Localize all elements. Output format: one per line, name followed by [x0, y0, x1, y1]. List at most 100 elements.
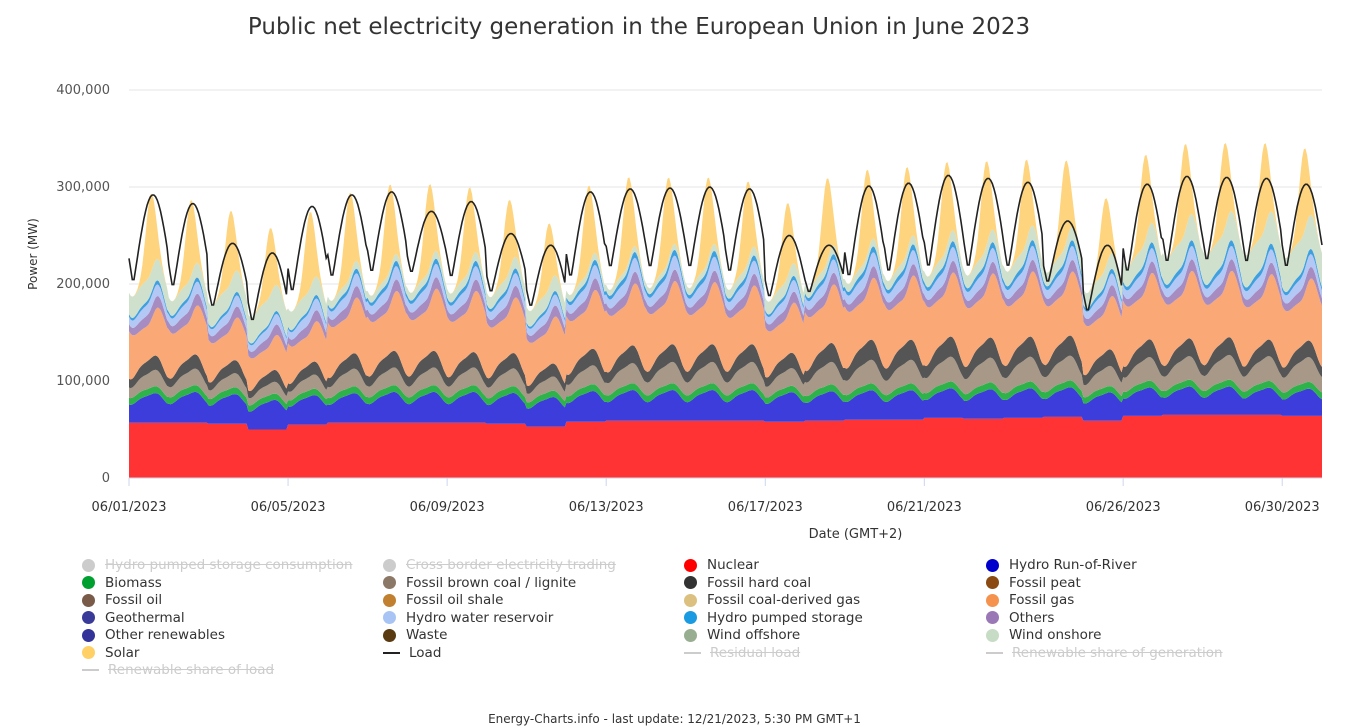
legend-dot-symbol [986, 611, 999, 624]
legend-dot-symbol [684, 593, 697, 607]
legend-line-symbol [684, 651, 701, 654]
y-tick-label: 0 [102, 471, 110, 486]
load-line [128, 174, 1323, 321]
x-tick-label: 06/13/2023 [569, 500, 644, 515]
legend-label: Geothermal [105, 609, 185, 626]
x-tick-label: 06/30/2023 [1245, 500, 1320, 515]
legend-label: Fossil oil shale [406, 592, 504, 608]
legend-item-wind-offshore[interactable]: Wind offshore [684, 626, 800, 644]
legend-item-other-renewables[interactable]: Other renewables [82, 626, 225, 644]
legend-item-geothermal[interactable]: Geothermal [82, 609, 185, 627]
legend-dot-symbol [684, 628, 697, 642]
legend-label: Renewable share of load [108, 662, 275, 678]
legend-label: Renewable share of generation [1012, 644, 1223, 661]
stacked-areas [129, 143, 1322, 478]
legend-item-wind-onshore[interactable]: Wind onshore [986, 626, 1101, 644]
legend-item-fossil-peat[interactable]: Fossil peat [986, 574, 1081, 592]
legend-item-fossil-brown-coal-lignite[interactable]: Fossil brown coal / lignite [383, 574, 576, 592]
chart-title: Public net electricity generation in the… [247, 14, 1031, 40]
legend-dot-symbol [383, 628, 396, 642]
y-tick-label: 100,000 [56, 374, 110, 389]
legend-label: Nuclear [707, 557, 759, 573]
legend-line-symbol [82, 669, 99, 671]
area-wind-onshore [129, 211, 1322, 344]
legend-item-renewable-share-of-generation[interactable]: Renewable share of generation [986, 644, 1223, 662]
y-tick-label: 200,000 [56, 277, 110, 292]
legend-dot-symbol [986, 576, 999, 589]
axes: 0 100,000 200,000 300,000 400,000 Power (MW) 0… [26, 83, 1322, 542]
legend-item-load[interactable]: Load [383, 644, 441, 662]
chart-plot: 0 100,000 200,000 300,000 400,000 Power (MW) 0… [26, 83, 1323, 542]
legend-dot-symbol [82, 576, 95, 589]
legend-item-cross-border-electricity-trading[interactable]: Cross border electricity trading [383, 556, 616, 574]
legend-label: Waste [406, 627, 448, 643]
legend-item-renewable-share-of-load[interactable]: Renewable share of load [82, 661, 274, 679]
legend-item-hydro-water-reservoir[interactable]: Hydro water reservoir [383, 609, 553, 627]
legend-label: Wind onshore [1009, 627, 1102, 643]
legend-item-hydro-run-of-river[interactable]: Hydro Run-of-River [986, 556, 1137, 574]
legend-item-fossil-oil[interactable]: Fossil oil [82, 591, 162, 609]
legend-dot-symbol [684, 558, 697, 572]
x-tick-label: 06/21/2023 [887, 500, 962, 515]
x-axis-label: Date (GMT+2) [809, 527, 903, 542]
area-hydro-run-of-river [129, 386, 1322, 430]
legend-dot-symbol [684, 611, 697, 624]
legend-line-symbol [986, 651, 1003, 654]
legend-dot-symbol [82, 558, 95, 572]
legend-dot-symbol [82, 646, 95, 659]
legend-label: Load [409, 644, 442, 661]
area-others [129, 259, 1322, 359]
legend-label: Other renewables [105, 627, 226, 643]
legend-item-biomass[interactable]: Biomass [82, 574, 162, 592]
legend-label: Hydro Run-of-River [1009, 557, 1137, 573]
legend-dot-symbol [82, 593, 95, 607]
legend-dot-symbol [383, 576, 396, 589]
legend-dot-symbol [684, 576, 697, 589]
legend-item-fossil-coal-derived-gas[interactable]: Fossil coal-derived gas [684, 591, 860, 609]
legend-label: Residual load [710, 644, 801, 661]
legend-dot-symbol [986, 558, 999, 572]
legend-item-fossil-gas[interactable]: Fossil gas [986, 591, 1074, 609]
legend-label: Wind offshore [707, 627, 801, 643]
legend-label: Solar [105, 644, 140, 661]
legend-label: Fossil peat [1009, 574, 1081, 591]
legend-dot-symbol [383, 593, 396, 607]
area-nuclear [129, 414, 1322, 478]
footer-note: Energy-Charts.info - last update: 12/21/… [488, 712, 861, 726]
legend-item-hydro-pumped-storage-consumption[interactable]: Hydro pumped storage consumption [82, 556, 353, 574]
x-tick-label: 06/17/2023 [728, 500, 803, 515]
legend-dot-symbol [82, 628, 95, 642]
legend-dot-symbol [986, 593, 999, 607]
x-tick-label: 06/05/2023 [251, 500, 326, 515]
area-biomass [129, 379, 1322, 412]
area-hydro-pumped-storage [129, 240, 1322, 346]
legend-item-solar[interactable]: Solar [82, 644, 139, 662]
legend-label: Others [1009, 609, 1055, 626]
legend-item-fossil-oil-shale[interactable]: Fossil oil shale [383, 591, 503, 609]
area-fossil-hard-coal [129, 335, 1322, 399]
legend-label: Fossil gas [1009, 592, 1075, 608]
legend-item-nuclear[interactable]: Nuclear [684, 556, 759, 574]
legend-item-residual-load[interactable]: Residual load [684, 644, 800, 662]
legend-label: Fossil oil [105, 592, 163, 608]
legend-label: Fossil hard coal [707, 574, 812, 591]
x-tick-label: 06/09/2023 [410, 500, 485, 515]
area-fossil-brown-coal-lignite [129, 354, 1322, 406]
series-line-load [128, 174, 1323, 321]
legend-label: Fossil coal-derived gas [707, 592, 861, 608]
legend-item-fossil-hard-coal[interactable]: Fossil hard coal [684, 574, 811, 592]
legend-dot-symbol [383, 558, 396, 572]
legend-dot-symbol [986, 628, 999, 642]
y-tick-label: 300,000 [56, 180, 110, 195]
legend-label: Hydro water reservoir [406, 609, 554, 626]
legend-item-waste[interactable]: Waste [383, 626, 447, 644]
legend-dot-symbol [383, 611, 396, 624]
area-fossil-gas [129, 270, 1322, 392]
x-tick-label: 06/26/2023 [1086, 500, 1161, 515]
legend-label: Fossil brown coal / lignite [406, 574, 577, 591]
legend-item-others[interactable]: Others [986, 609, 1054, 627]
legend-item-hydro-pumped-storage[interactable]: Hydro pumped storage [684, 609, 863, 627]
area-hydro-water-reservoir [129, 245, 1322, 352]
y-axis-label: Power (MW) [26, 218, 40, 290]
legend-label: Hydro pumped storage consumption [105, 557, 353, 573]
